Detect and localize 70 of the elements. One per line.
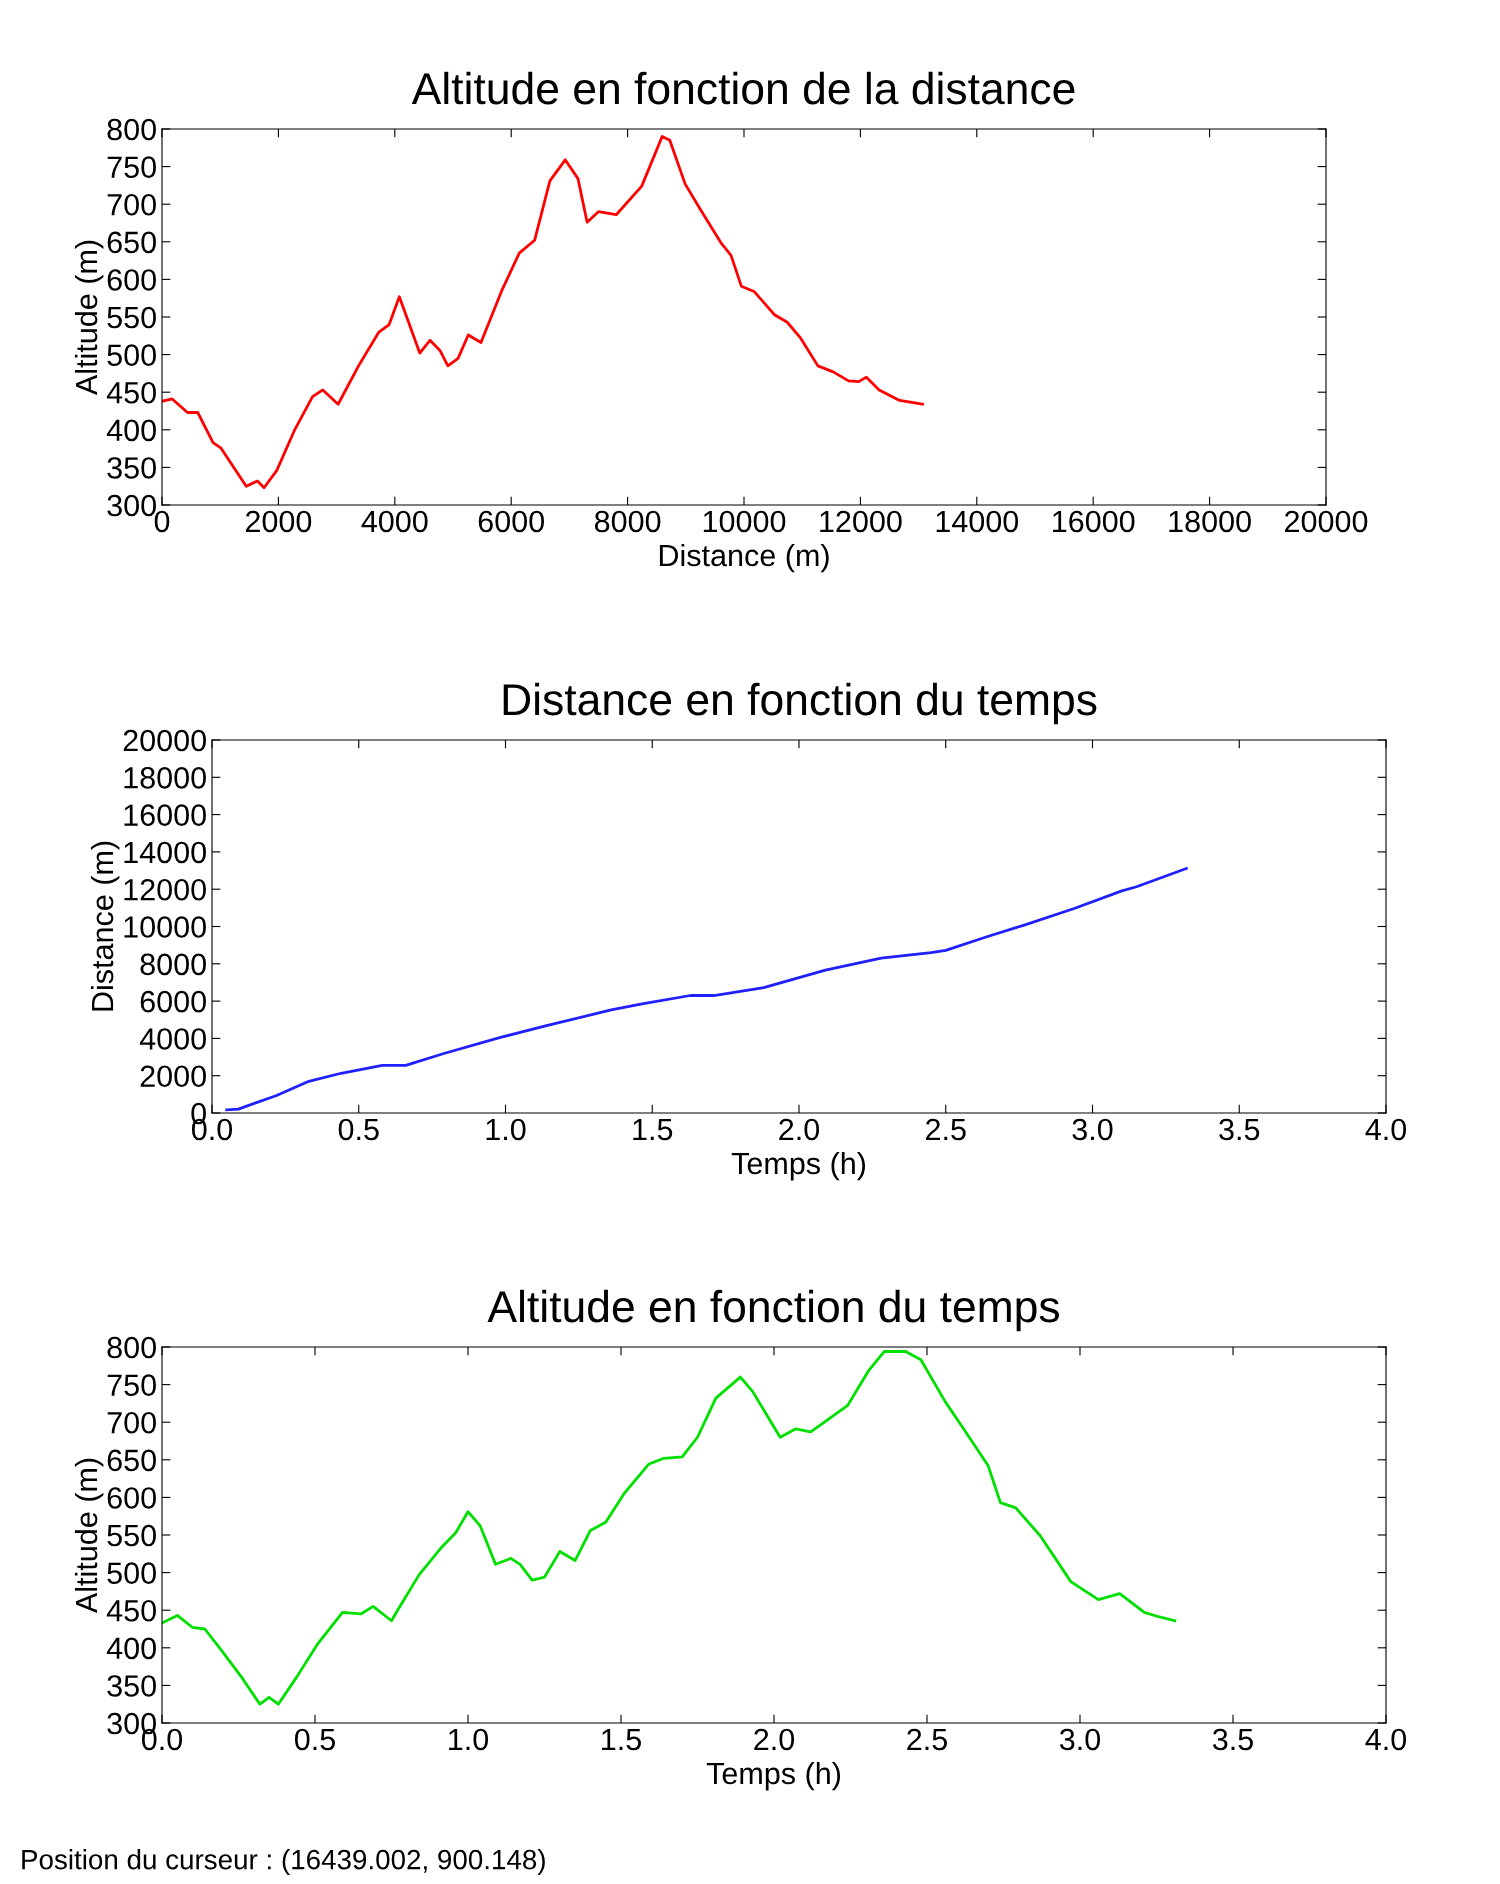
x-tick-label: 4000 [361, 510, 428, 533]
y-tick-label: 350 [107, 1675, 156, 1697]
y-tick-label: 750 [107, 1374, 156, 1396]
y-tick-label: 500 [107, 344, 156, 366]
y-axis-title: Distance (m) [90, 841, 120, 1011]
x-tick-label: 2.0 [754, 1728, 795, 1751]
x-tick-label: 12000 [820, 510, 902, 533]
x-tick-label: 4.0 [1365, 1728, 1407, 1751]
y-tick-label: 400 [106, 419, 156, 442]
y-tick-label: 20000 [123, 729, 206, 752]
y-tick-label: 600 [107, 1487, 156, 1509]
chart-title: Distance en fonction du temps [503, 682, 1097, 725]
x-axis-title: Distance (m) [659, 543, 829, 573]
y-tick-label: 6000 [140, 990, 206, 1013]
line-series [225, 867, 1188, 1112]
x-tick-label: 2.5 [907, 1728, 947, 1751]
y-tick-label: 550 [107, 306, 156, 329]
x-tick-label: 0.5 [294, 1728, 335, 1751]
x-tick-label: 8000 [594, 510, 661, 533]
y-tick-label: 800 [107, 1336, 156, 1359]
y-tick-label: 650 [107, 231, 156, 254]
y-tick-label: 300 [107, 494, 156, 517]
x-tick-label: 3.5 [1212, 1728, 1253, 1751]
y-tick-label: 400 [106, 1637, 156, 1660]
x-tick-label: 1.5 [633, 1118, 673, 1141]
chart-title: Altitude en fonction de la distance [411, 71, 1075, 105]
y-tick-label: 4000 [139, 1028, 206, 1050]
y-tick-label: 2000 [140, 1065, 206, 1088]
x-tick-label: 6000 [478, 510, 544, 533]
y-tick-label: 18000 [124, 767, 206, 789]
y-tick-label: 550 [107, 1524, 156, 1547]
y-tick-label: 12000 [124, 878, 206, 901]
x-tick-label: 16000 [1053, 510, 1135, 533]
x-tick-label: 18000 [1169, 510, 1251, 533]
y-tick-label: 450 [106, 381, 156, 404]
x-tick-label: 3.0 [1072, 1118, 1113, 1141]
y-tick-label: 750 [107, 156, 156, 178]
text: Position du curseur : (16439.002, 900.148) [22, 1849, 545, 1875]
x-tick-label: 14000 [936, 510, 1019, 533]
x-tick-label: 20000 [1285, 510, 1368, 533]
x-tick-label: 1.5 [602, 1728, 641, 1751]
y-tick-label: 700 [107, 193, 156, 216]
y-tick-label: 450 [106, 1599, 156, 1622]
y-axis-title: Altitude (m) [74, 1458, 104, 1614]
x-tick-label: 4.0 [1365, 1118, 1407, 1141]
line-series [162, 135, 924, 490]
y-tick-label: 600 [107, 269, 156, 291]
y-tick-label: 10000 [124, 916, 206, 938]
x-tick-label: 2000 [245, 510, 312, 533]
x-tick-label: 2.0 [779, 1118, 820, 1141]
y-tick-label: 650 [107, 1449, 156, 1472]
y-tick-label: 14000 [124, 841, 206, 864]
x-axis-title: Temps (h) [706, 1761, 841, 1791]
x-tick-label: 0.5 [338, 1118, 379, 1141]
chart-title: Altitude en fonction du temps [487, 1289, 1060, 1332]
line-series [162, 1350, 1177, 1706]
y-tick-label: 500 [107, 1562, 156, 1584]
x-tick-label: 3.0 [1059, 1728, 1101, 1751]
y-tick-label: 700 [107, 1411, 156, 1434]
y-tick-label: 8000 [140, 953, 206, 976]
x-axis-title: Temps (h) [731, 1151, 866, 1181]
x-tick-label: 2.5 [926, 1118, 966, 1141]
x-tick-label: 10000 [703, 510, 786, 533]
x-tick-label: 3.5 [1219, 1118, 1260, 1141]
x-tick-label: 1.0 [449, 1728, 489, 1751]
y-axis-title: Altitude (m) [74, 240, 104, 396]
x-tick-label: 1.0 [486, 1118, 526, 1141]
y-tick-label: 800 [107, 118, 156, 141]
y-tick-label: 350 [107, 457, 156, 479]
y-tick-label: 16000 [124, 804, 206, 826]
